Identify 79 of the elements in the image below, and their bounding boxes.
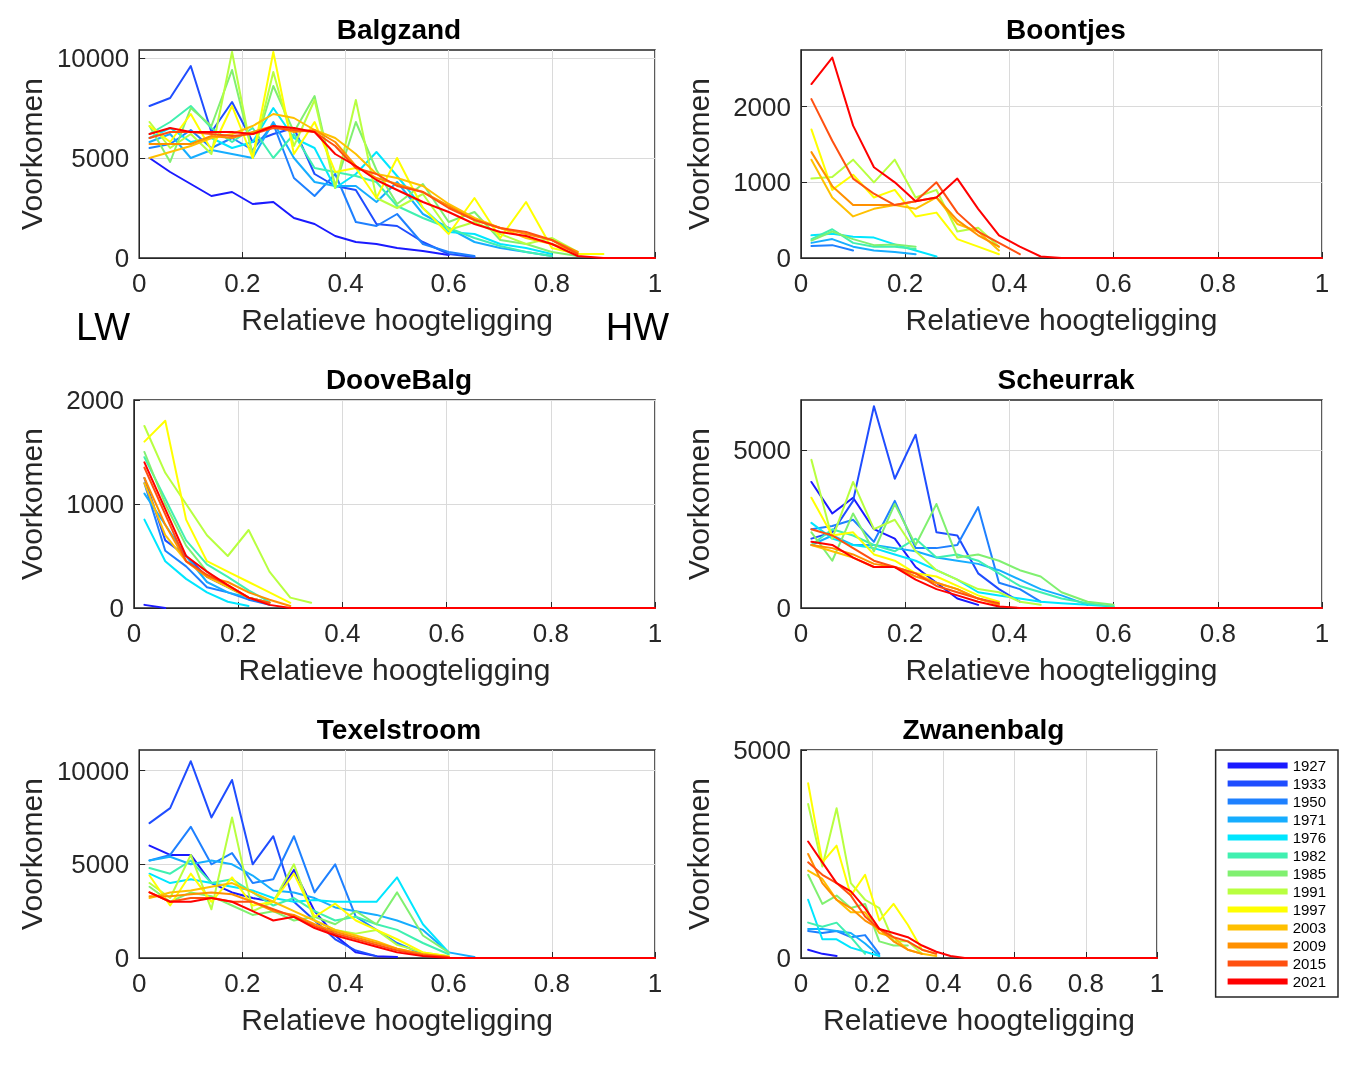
legend-label: 1985 <box>1292 865 1327 882</box>
legend-label: 1933 <box>1292 775 1327 792</box>
x-tick-label: 0.2 <box>224 268 261 298</box>
x-tick-label: 0.2 <box>887 618 924 648</box>
y-tick-label: 5000 <box>733 735 791 765</box>
x-tick-label: 1 <box>647 268 663 298</box>
y-tick-label: 0 <box>114 943 130 973</box>
legend-label: 1927 <box>1292 757 1327 774</box>
legend-label: 2021 <box>1292 973 1327 990</box>
text: LW <box>75 306 131 348</box>
x-tick-label: 0.6 <box>1095 618 1132 648</box>
y-tick-label: 5000 <box>733 435 791 466</box>
x-tick-label: 0.2 <box>224 968 261 998</box>
y-tick-label: 2000 <box>733 91 791 122</box>
x-tick-label: 0.6 <box>1095 268 1132 298</box>
x-tick-label: 0.8 <box>533 268 570 298</box>
x-tick-label: 0.4 <box>925 968 962 998</box>
x-tick-label: 0.8 <box>533 968 570 998</box>
x-tick-label: 0.2 <box>854 968 891 998</box>
legend-label: 2015 <box>1292 955 1327 972</box>
legend-label: 1971 <box>1292 811 1327 828</box>
x-axis-title: Relatieve hoogteligging <box>241 302 554 336</box>
legend-label: 2009 <box>1292 937 1327 954</box>
chart-title: Texelstroom <box>316 713 482 745</box>
y-tick-label: 5000 <box>71 143 130 173</box>
x-tick-label: 0.4 <box>324 618 361 648</box>
text: HW <box>605 306 670 348</box>
x-tick-label: 0.6 <box>996 968 1033 998</box>
y-tick-label: 0 <box>114 243 130 273</box>
legend-label: 1982 <box>1292 847 1327 864</box>
y-tick-label: 0 <box>776 943 791 973</box>
x-tick-label: 1 <box>1314 618 1330 648</box>
legend-label: 1950 <box>1292 793 1327 810</box>
y-tick-label: 2000 <box>66 385 124 415</box>
y-tick-label: 1000 <box>66 489 124 519</box>
y-tick-label: 0 <box>776 243 791 273</box>
x-tick-label: 1 <box>1149 968 1165 998</box>
y-tick-label: 1000 <box>733 167 791 198</box>
x-tick-label: 0.2 <box>887 268 924 298</box>
chart-title: Balgzand <box>336 13 462 45</box>
x-tick-label: 0.4 <box>991 268 1028 298</box>
x-tick-label: 0.4 <box>327 968 364 998</box>
legend-label: 1991 <box>1292 883 1327 900</box>
y-axis-title: Voorkomen <box>681 78 715 230</box>
x-tick-label: 0.8 <box>1199 268 1236 298</box>
x-axis-title: Relatieve hoogteligging <box>905 652 1218 686</box>
x-axis-title: Relatieve hoogteligging <box>823 1002 1135 1036</box>
x-tick-label: 0.8 <box>1199 618 1236 648</box>
x-tick-label: 0.8 <box>532 618 569 648</box>
legend-label: 1976 <box>1292 829 1327 846</box>
y-axis-title: Voorkomen <box>681 428 715 580</box>
x-axis-title: Relatieve hoogteligging <box>905 302 1218 336</box>
y-tick-label: 10000 <box>56 755 130 786</box>
x-tick-label: 0.6 <box>428 618 465 648</box>
y-tick-label: 0 <box>776 593 791 623</box>
y-tick-label: 5000 <box>71 849 130 880</box>
y-tick-label: 10000 <box>56 43 130 73</box>
x-tick-label: 0.4 <box>991 618 1028 648</box>
x-tick-label: 1 <box>647 968 663 998</box>
legend-label: 1997 <box>1292 901 1327 918</box>
y-axis-title: Voorkomen <box>14 78 48 230</box>
y-axis-title: Voorkomen <box>14 778 48 930</box>
x-tick-label: 0.4 <box>327 268 364 298</box>
chart-title: Scheurrak <box>997 363 1135 395</box>
y-tick-label: 0 <box>109 593 124 623</box>
legend-label: 2003 <box>1292 919 1327 936</box>
x-tick-label: 0.6 <box>430 268 467 298</box>
chart-title: DooveBalg <box>325 363 473 395</box>
x-tick-label: 0.8 <box>1067 968 1104 998</box>
x-tick-label: 0.2 <box>220 618 257 648</box>
x-tick-label: 1 <box>1314 268 1330 298</box>
x-tick-label: 1 <box>647 618 663 648</box>
y-axis-title: Voorkomen <box>681 778 715 930</box>
chart-title: Boontjes <box>1006 13 1126 45</box>
x-axis-title: Relatieve hoogteligging <box>241 1002 554 1036</box>
x-axis-title: Relatieve hoogteligging <box>238 652 551 686</box>
x-tick-label: 0.6 <box>430 968 467 998</box>
y-axis-title: Voorkomen <box>14 428 48 580</box>
chart-title: Zwanenbalg <box>902 713 1065 745</box>
